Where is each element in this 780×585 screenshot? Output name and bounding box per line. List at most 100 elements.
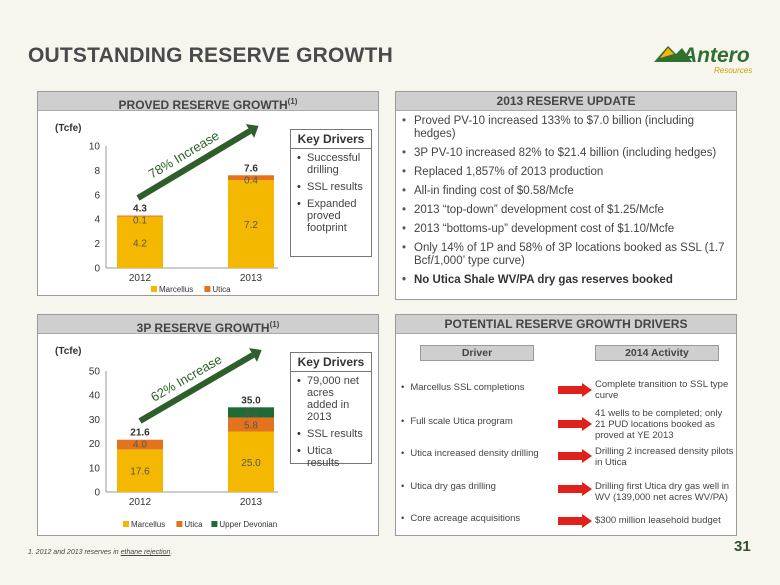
update-item: Only 14% of 1P and 58% of 3P locations b… (402, 242, 730, 268)
threep-panel: 3P RESERVE GROWTH(1) (Tcfe) 0 10 20 30 40 50 1… (37, 314, 379, 536)
threep-header: 3P RESERVE GROWTH(1) (38, 315, 378, 335)
key-drivers-title: Key Drivers (291, 353, 371, 372)
update-item: 3P PV-10 increased 82% to $21.4 billion … (402, 147, 730, 160)
logo-sub: Resources (714, 66, 753, 75)
bar-marcellus (228, 431, 274, 492)
driver-column-header: Driver (420, 345, 534, 361)
bar-value-label: 4.2 (133, 238, 147, 249)
driver-label: Marcellus SSL completions (401, 382, 524, 393)
bar-value-label: 4.2 (244, 408, 258, 419)
bar-total-label: 21.6 (130, 428, 150, 439)
drivers-header: POTENTIAL RESERVE GROWTH DRIVERS (396, 315, 736, 334)
footnote: 1. 2012 and 2013 reserves in ethane reje… (28, 549, 173, 556)
activity-text: Drilling first Utica dry gas well in WV … (595, 481, 730, 503)
bar-utica (228, 417, 274, 432)
legend-label: Utica (212, 285, 231, 294)
bar-utica (228, 175, 274, 181)
antero-logo: Antero Resources (652, 36, 762, 80)
growth-arrow-head (245, 124, 259, 138)
proved-header: PROVED RESERVE GROWTH(1) (38, 92, 378, 112)
legend-label: Upper Devonian (219, 520, 277, 529)
legend-label: Utica (184, 520, 203, 529)
update-item: 2013 “top-down” development cost of $1.2… (402, 204, 730, 217)
update-item: No Utica Shale WV/PA dry gas reserves bo… (402, 274, 730, 287)
threep-key-drivers: Key Drivers 79,000 net acres added in 20… (290, 352, 372, 469)
legend-label: Marcellus (131, 520, 165, 529)
y-tick-label: 0 (94, 488, 100, 499)
red-arrow-icon (558, 514, 592, 528)
bar-value-label: 7.2 (244, 220, 258, 231)
bar-marcellus (228, 180, 274, 268)
red-arrow-icon (558, 417, 592, 431)
legend-swatch (151, 286, 157, 292)
y-tick-label: 6 (94, 190, 100, 201)
x-tick-label: 2012 (129, 273, 152, 284)
footnote-link[interactable]: ethane rejection (120, 549, 171, 556)
mountain-logo-icon (654, 46, 692, 62)
update-panel: 2013 RESERVE UPDATE Proved PV-10 increas… (395, 91, 737, 300)
bar-value-label: 5.8 (244, 420, 258, 431)
y-tick-label: 0 (94, 264, 100, 275)
bar-total-label: 35.0 (241, 395, 261, 406)
proved-key-drivers: Key Drivers Successful drilling SSL resu… (290, 129, 372, 257)
drivers-panel: POTENTIAL RESERVE GROWTH DRIVERS Driver … (395, 314, 737, 536)
growth-arrow-head (248, 348, 262, 362)
legend-swatch (176, 521, 183, 527)
key-drivers-title: Key Drivers (291, 130, 371, 149)
bar-value-label: 0.1 (133, 216, 147, 227)
update-item: Replaced 1,857% of 2013 production (402, 166, 730, 179)
y-tick-label: 2 (94, 239, 100, 250)
activity-column-header: 2014 Activity (595, 345, 719, 361)
driver-label: Full scale Utica program (401, 416, 512, 427)
y-tick-label: 50 (89, 367, 101, 378)
key-driver-item: SSL results (297, 428, 367, 440)
red-arrow-icon (558, 482, 592, 496)
x-tick-label: 2013 (240, 497, 263, 508)
bar-utica (117, 215, 163, 217)
red-arrow-icon (558, 449, 592, 463)
bar-total-label: 4.3 (133, 204, 147, 215)
activity-text: Complete transition to SSL type curve (595, 379, 729, 401)
update-item: All-in finding cost of $0.58/Mcfe (402, 185, 730, 198)
key-driver-item: 79,000 net acres added in 2013 (297, 375, 367, 423)
key-driver-item: Expanded proved footprint (297, 198, 367, 234)
y-tick-label: 30 (89, 415, 101, 426)
driver-label: Core acreage acquisitions (401, 513, 520, 524)
update-header: 2013 RESERVE UPDATE (396, 92, 736, 111)
bar-marcellus (117, 216, 163, 268)
red-arrow-icon (558, 383, 592, 397)
bar-utica (117, 439, 163, 450)
threep-unit: (Tcfe) (55, 346, 82, 357)
key-driver-item: Utica results (297, 445, 367, 469)
y-tick-label: 4 (94, 215, 100, 226)
growth-arrow (138, 352, 255, 424)
activity-text: 41 wells to be completed; only 21 PUD lo… (595, 408, 723, 441)
key-driver-item: SSL results (297, 181, 367, 193)
bar-value-label: 25.0 (241, 458, 261, 469)
legend-swatch (211, 521, 218, 527)
x-tick-label: 2013 (240, 273, 263, 284)
update-item: Proved PV-10 increased 133% to $7.0 bill… (402, 115, 730, 141)
growth-arrow (136, 128, 252, 201)
bar-value-label: 0.4 (244, 175, 258, 186)
bar-total-label: 7.6 (244, 163, 258, 174)
proved-panel: PROVED RESERVE GROWTH(1) (Tcfe) 0 2 4 6 8 10 4… (37, 91, 379, 296)
y-tick-label: 20 (89, 439, 101, 450)
bar-value-label: 4.0 (133, 440, 147, 451)
y-tick-label: 10 (89, 142, 101, 153)
x-tick-label: 2012 (129, 497, 152, 508)
logo-word: Antero (682, 44, 750, 67)
y-tick-label: 8 (94, 166, 100, 177)
page-title: OUTSTANDING RESERVE GROWTH (28, 44, 393, 67)
bar-marcellus (117, 449, 163, 492)
activity-text: $300 million leasehold budget (595, 515, 721, 526)
proved-chart: 0 2 4 6 8 10 4.2 0.14.3 2012 7.2 0.47.6 2013 Marcell… (89, 124, 278, 294)
bar-upper-devonian (228, 407, 274, 418)
threep-chart: 0 10 20 30 40 50 17.6 4.021.6 2012 25.0 5.84.2 35.0… (89, 348, 278, 529)
legend-swatch (123, 521, 129, 527)
bar-value-label: 17.6 (130, 467, 150, 478)
page-number: 31 (734, 538, 751, 555)
y-tick-label: 10 (89, 463, 101, 474)
legend-label: Marcellus (159, 285, 193, 294)
legend-swatch (204, 286, 211, 292)
